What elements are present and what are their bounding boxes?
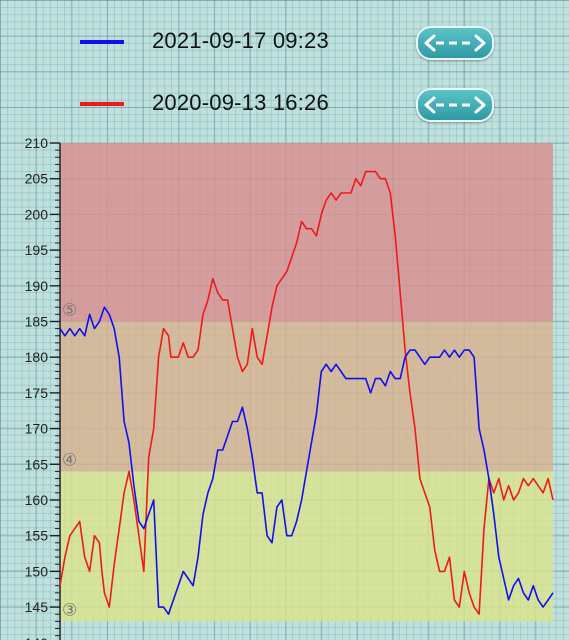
series-line-1 xyxy=(59,306,554,616)
range-bands xyxy=(60,143,553,622)
series-line-2 xyxy=(59,170,554,616)
compare-toggle-button-1[interactable] xyxy=(416,26,494,60)
double-arrow-icon xyxy=(424,34,486,52)
y-tick-label: 185 xyxy=(25,314,49,330)
y-tick-label: 195 xyxy=(25,242,49,258)
range-band-2 xyxy=(60,321,553,472)
range-band-1 xyxy=(60,143,553,322)
compare-toggle-button-2[interactable] xyxy=(416,88,494,122)
y-tick-label: 160 xyxy=(25,492,49,508)
y-tick-label: 210 xyxy=(25,135,49,151)
y-tick-label: 205 xyxy=(25,171,49,187)
y-tick-label: 170 xyxy=(25,421,49,437)
y-tick-label: 190 xyxy=(25,278,49,294)
legend-entry-1: 2021-09-17 09:23 xyxy=(0,22,569,62)
range-band-label: ⑤ xyxy=(62,301,77,321)
y-axis: 210 205 200 195 190 185 180 175 170 165 160 155 150 1… xyxy=(25,135,61,640)
legend-swatch-blue xyxy=(80,40,124,44)
legend-entry-2: 2020-09-13 16:26 xyxy=(0,84,569,124)
y-tick-label: 155 xyxy=(25,528,49,544)
range-band-label: ④ xyxy=(62,450,77,470)
range-band-label: ③ xyxy=(62,600,77,620)
y-tick-label: 200 xyxy=(25,206,49,222)
range-band-labels: ⑤ ④ ③ xyxy=(62,301,77,621)
double-arrow-icon xyxy=(424,96,486,114)
range-band-3 xyxy=(60,471,553,622)
y-tick-label: 175 xyxy=(25,385,49,401)
y-tick-label: 145 xyxy=(25,599,49,615)
y-tick-label: 165 xyxy=(25,456,49,472)
y-tick-label: 150 xyxy=(25,563,49,579)
legend-label-2: 2020-09-13 16:26 xyxy=(152,90,329,115)
legend-swatch-red xyxy=(80,102,124,106)
y-tick-label: 140 xyxy=(25,635,49,640)
legend-label-1: 2021-09-17 09:23 xyxy=(152,28,329,53)
series-lines xyxy=(59,170,554,616)
y-tick-label: 180 xyxy=(25,349,49,365)
